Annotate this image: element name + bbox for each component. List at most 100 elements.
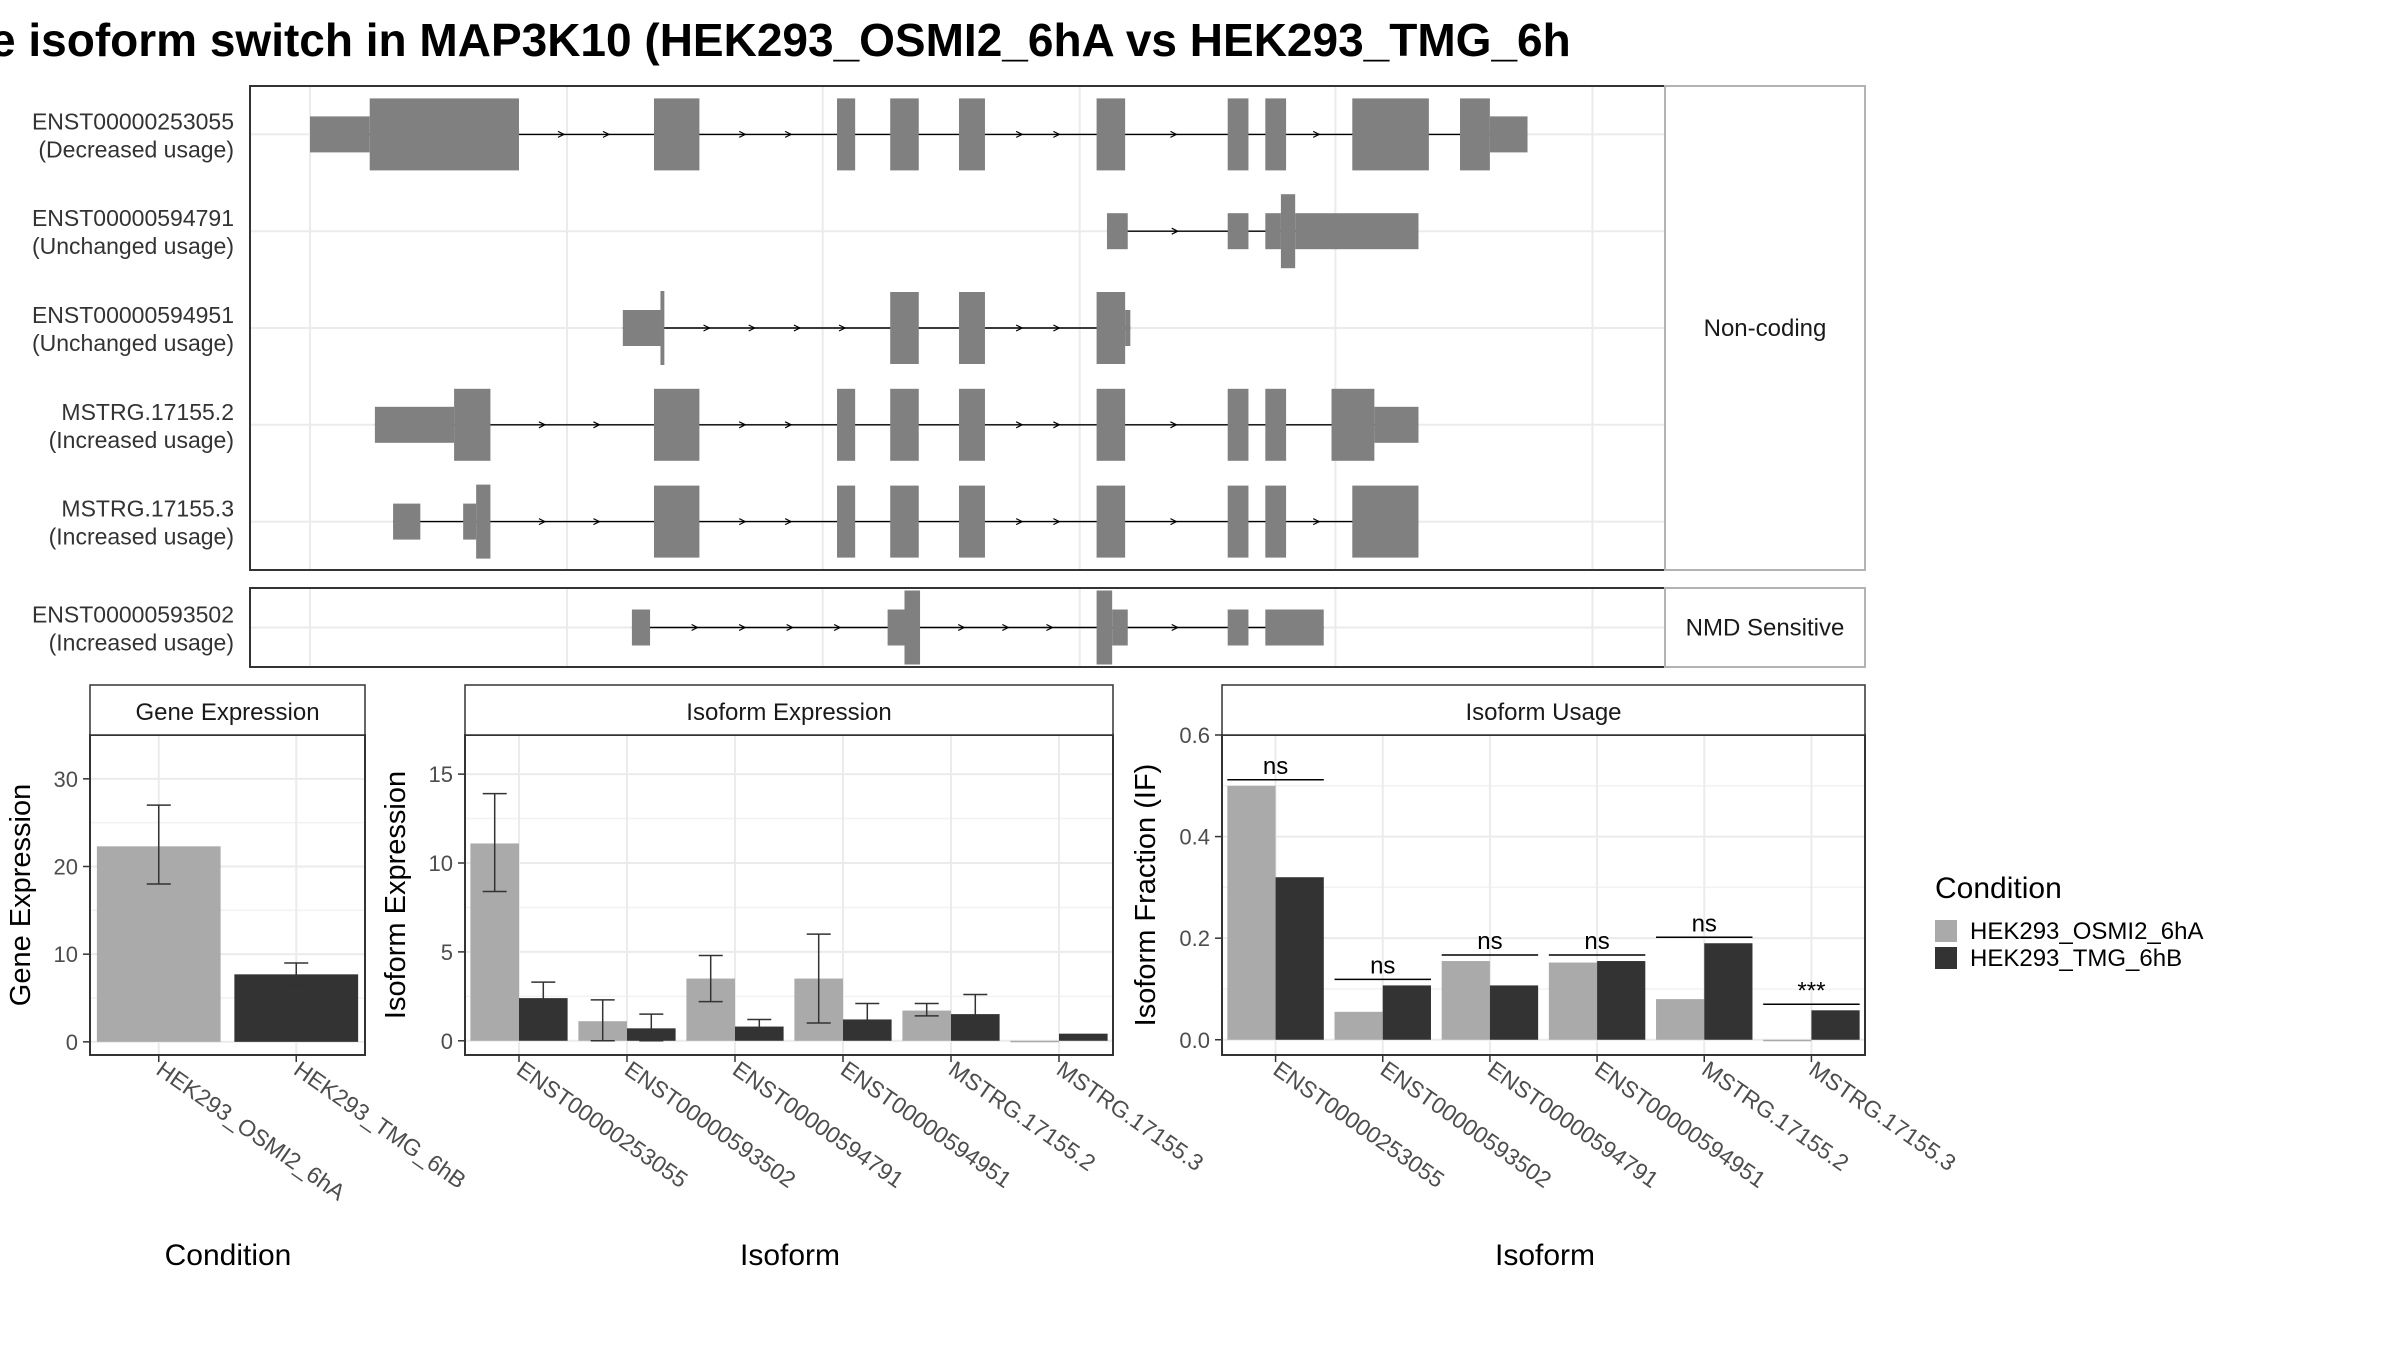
significance-label: ns (1477, 928, 1502, 955)
bar-chart-panel: 051015ENST00000253055ENST00000593502ENST… (380, 684, 1208, 1272)
transcript-id-label: MSTRG.17155.3 (61, 496, 234, 522)
y-axis-title: Isoform Fraction (IF) (1130, 764, 1162, 1027)
exon-block (887, 609, 905, 646)
bar (1227, 785, 1276, 1040)
x-tick-label: ENST00000593502 (1376, 1056, 1556, 1193)
direction-arrow (1171, 623, 1180, 632)
direction-arrow (1015, 421, 1024, 429)
transcript-id-label: MSTRG.17155.2 (61, 399, 234, 425)
facet-strip-label: NMD Sensitive (1686, 615, 1845, 642)
direction-arrow (1053, 130, 1061, 138)
y-tick-label: 0 (441, 1029, 453, 1054)
y-tick-label: 20 (54, 855, 78, 880)
direction-arrow (703, 324, 711, 332)
direction-arrow (602, 130, 611, 138)
exon-block (836, 388, 856, 461)
bar (1656, 999, 1705, 1040)
transcript-id-label: ENST00000593502 (32, 602, 234, 628)
y-tick-label: 5 (441, 940, 453, 965)
exon-block (1125, 310, 1131, 346)
plot-background (1222, 735, 1865, 1055)
facet-strip (1664, 587, 1866, 668)
significance-label: ns (1263, 753, 1288, 780)
direction-arrow (1053, 324, 1061, 332)
exon-block (1096, 388, 1126, 461)
exon-block (653, 388, 700, 461)
direction-arrow (691, 623, 699, 632)
exon-block (454, 388, 491, 461)
x-axis-title: Isoform (740, 1239, 840, 1272)
exon-block (1227, 609, 1249, 646)
bar-chart-panel: 0.0 0.2 0.4 0.6 ns ns ns ns ns *** ENST00000253055… (1130, 684, 1961, 1272)
direction-arrow (593, 421, 601, 429)
exon-block (1227, 98, 1249, 171)
exon-block (1227, 485, 1249, 558)
facet-strip-label: Non-coding (1704, 315, 1827, 342)
exon-block (1295, 213, 1419, 250)
direction-arrow (1002, 623, 1010, 632)
exon-block (622, 310, 661, 346)
facet-strip (1664, 85, 1866, 571)
bar (1334, 1011, 1383, 1040)
exon-block (1460, 98, 1490, 171)
exon-block (959, 292, 985, 364)
facet-strip (464, 684, 1114, 736)
exon-block (1352, 98, 1429, 171)
direction-arrow (1015, 130, 1024, 138)
exon-block (310, 116, 370, 153)
exon-block (890, 292, 919, 364)
direction-arrow (593, 518, 601, 526)
bar (1441, 961, 1490, 1040)
direction-arrow (1053, 421, 1061, 429)
exon-block (1352, 485, 1419, 558)
exon-block (1096, 485, 1126, 558)
exon-block (660, 291, 665, 365)
exon-block (836, 485, 856, 558)
direction-arrow (738, 421, 747, 429)
transcript-usage-label: (Increased usage) (49, 630, 234, 656)
legend-title: Condition (1935, 872, 2062, 905)
transcript-usage-label: (Decreased usage) (38, 136, 234, 162)
exon-block (1096, 590, 1113, 665)
exon-block (1265, 388, 1287, 461)
y-tick-label: 10 (429, 851, 453, 876)
bar (1811, 1010, 1860, 1040)
direction-arrow (1046, 623, 1054, 632)
y-tick-label: 0.6 (1179, 723, 1210, 748)
direction-arrow (1170, 421, 1178, 429)
facet-strip-title: Isoform Usage (1465, 699, 1621, 726)
facet-strip (1221, 684, 1866, 736)
bar (1597, 961, 1646, 1040)
facet-strip-title: Gene Expression (135, 699, 319, 726)
transcript-usage-label: (Unchanged usage) (32, 233, 234, 259)
exon-block (1096, 98, 1126, 171)
significance-label: ns (1692, 910, 1717, 937)
transcript-usage-label: (Increased usage) (49, 427, 234, 453)
direction-arrow (538, 518, 547, 526)
direction-arrow (1171, 227, 1180, 235)
plot-background (465, 735, 1113, 1055)
x-axis-title: Isoform (1495, 1239, 1595, 1272)
transcript-id-label: ENST00000594951 (32, 302, 234, 328)
direction-arrow (786, 623, 794, 632)
legend-swatch (1935, 920, 1957, 942)
direction-arrow (557, 130, 566, 138)
legend-swatch (1935, 947, 1957, 969)
y-tick-label: 15 (429, 762, 453, 787)
bar (1010, 1040, 1059, 1043)
expression-bar-panels: 0102030HEK293_OSMI2_6hAHEK293_TMG_6hBGen… (5, 684, 1961, 1272)
direction-arrow (1170, 130, 1178, 138)
exon-block (959, 388, 985, 461)
y-tick-label: 0 (66, 1030, 78, 1055)
x-tick-label: ENST00000253055 (1269, 1056, 1449, 1193)
direction-arrow (1170, 518, 1178, 526)
exon-block (476, 484, 491, 559)
bar (1763, 1039, 1812, 1042)
exon-block (653, 98, 700, 171)
exon-block (1096, 292, 1126, 364)
exon-block (836, 98, 856, 171)
exon-block (653, 485, 700, 558)
y-axis-title: Isoform Expression (380, 771, 412, 1019)
y-tick-label: 0.0 (1179, 1028, 1210, 1053)
